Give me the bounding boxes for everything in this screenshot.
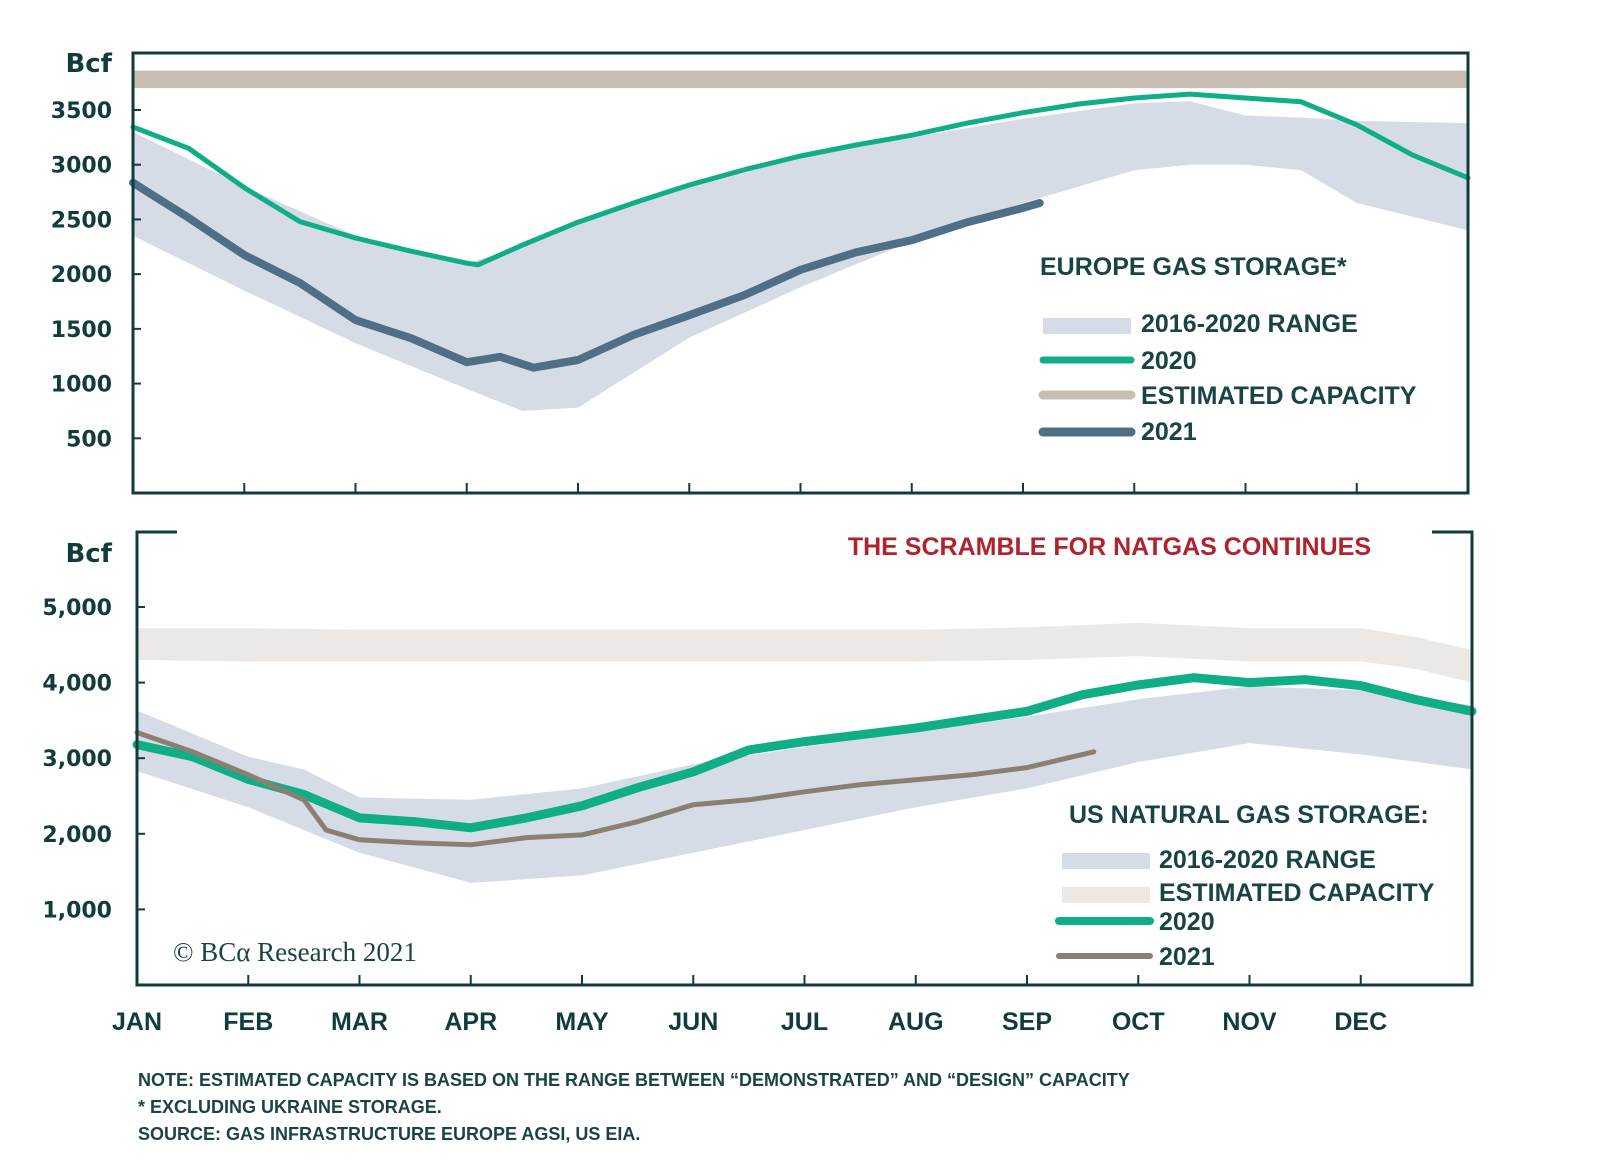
europe-y-tick-label: 1500 [51, 318, 112, 343]
europe-y-tick-label: 1000 [51, 373, 112, 398]
us-bands [137, 622, 1472, 883]
europe-y-tick-label: 2000 [51, 263, 112, 288]
europe-y-tick-label: 3000 [51, 154, 112, 179]
us-line-2021 [134, 730, 1097, 848]
footnotes: NOTE: ESTIMATED CAPACITY IS BASED ON THE… [138, 1067, 1130, 1148]
us-legend-swatch-range [1062, 853, 1150, 869]
europe-legend-swatch-range [1043, 318, 1131, 334]
europe-legend: EUROPE GAS STORAGE* 2016-2020 RANGE 2020… [1038, 253, 1417, 446]
us-legend-label-range: 2016-2020 RANGE [1159, 846, 1376, 874]
us-axes [135, 530, 1474, 987]
month-label-dec: DEC [1334, 1008, 1387, 1036]
us-lines [132, 673, 1477, 848]
us-legend-label-capacity: ESTIMATED CAPACITY [1159, 879, 1435, 907]
europe-band-estimated-capacity [133, 70, 1468, 89]
europe-lines [129, 91, 1471, 372]
month-label-may: MAY [555, 1008, 609, 1036]
europe-bands [133, 70, 1468, 411]
europe-band-2016-2020-range [133, 101, 1468, 411]
us-legend-title: US NATURAL GAS STORAGE: [1069, 801, 1429, 829]
month-label-aug: AUG [888, 1008, 944, 1036]
us-legend-swatch-capacity [1062, 887, 1150, 903]
us-legend: US NATURAL GAS STORAGE: 2016-2020 RANGE … [1055, 801, 1435, 971]
europe-y-unit: Bcf [65, 49, 112, 79]
month-label-jun: JUN [668, 1008, 718, 1036]
us-legend-label-2021: 2021 [1159, 943, 1215, 971]
chart-headline: THE SCRAMBLE FOR NATGAS CONTINUES [848, 533, 1371, 561]
us-y-tick-label: 3,000 [42, 747, 112, 772]
us-y-tick-label: 2,000 [42, 823, 112, 848]
europe-y-tick-label: 3500 [51, 99, 112, 124]
month-label-oct: OCT [1112, 1008, 1165, 1036]
us-band-estimated-capacity [137, 622, 1472, 683]
us-legend-label-2020: 2020 [1159, 908, 1215, 936]
footnote-ukraine: * EXCLUDING UKRAINE STORAGE. [138, 1097, 442, 1117]
us-gas-storage-chart: Bcf THE SCRAMBLE FOR NATGAS CONTINUES 1,… [42, 530, 1477, 1036]
month-label-apr: APR [444, 1008, 497, 1036]
month-label-jul: JUL [781, 1008, 828, 1036]
month-label-sep: SEP [1002, 1008, 1052, 1036]
month-label-mar: MAR [331, 1008, 388, 1036]
us-line-2020 [132, 673, 1477, 833]
europe-y-tick-label: 500 [66, 427, 112, 452]
europe-legend-label-range: 2016-2020 RANGE [1141, 310, 1358, 338]
month-labels: JAN FEB MAR APR MAY JUN JUL AUG SEP OCT NOV DEC [112, 1008, 1387, 1036]
month-label-jan: JAN [112, 1008, 162, 1036]
europe-gas-storage-chart: Bcf 500 1000 1500 2000 2500 3000 3500 EUROPE G… [51, 49, 1471, 495]
month-label-feb: FEB [223, 1008, 273, 1036]
europe-y-tick-label: 2500 [51, 208, 112, 233]
europe-legend-title: EUROPE GAS STORAGE* [1040, 253, 1347, 281]
us-band-2016-2020-range [137, 686, 1472, 883]
europe-legend-label-2020: 2020 [1141, 347, 1197, 375]
europe-legend-label-2021: 2021 [1141, 418, 1197, 446]
europe-axes [131, 51, 1470, 495]
us-y-tick-label: 4,000 [42, 672, 112, 697]
us-y-ticks: 1,000 2,000 3,000 4,000 5,000 [42, 596, 145, 923]
europe-y-ticks: 500 1000 1500 2000 2500 3000 3500 [51, 99, 141, 452]
month-label-nov: NOV [1222, 1008, 1277, 1036]
footnote-source: SOURCE: GAS INFRASTRUCTURE EUROPE AGSI, … [138, 1124, 641, 1144]
europe-legend-label-capacity: ESTIMATED CAPACITY [1141, 382, 1417, 410]
us-y-tick-label: 5,000 [42, 596, 112, 621]
copyright-text: © BCα Research 2021 [173, 937, 417, 967]
footnote-note: NOTE: ESTIMATED CAPACITY IS BASED ON THE… [138, 1070, 1130, 1090]
europe-line-2021 [129, 178, 1044, 372]
europe-line-2020 [130, 91, 1471, 268]
us-y-unit: Bcf [65, 539, 112, 569]
us-y-tick-label: 1,000 [42, 898, 112, 923]
